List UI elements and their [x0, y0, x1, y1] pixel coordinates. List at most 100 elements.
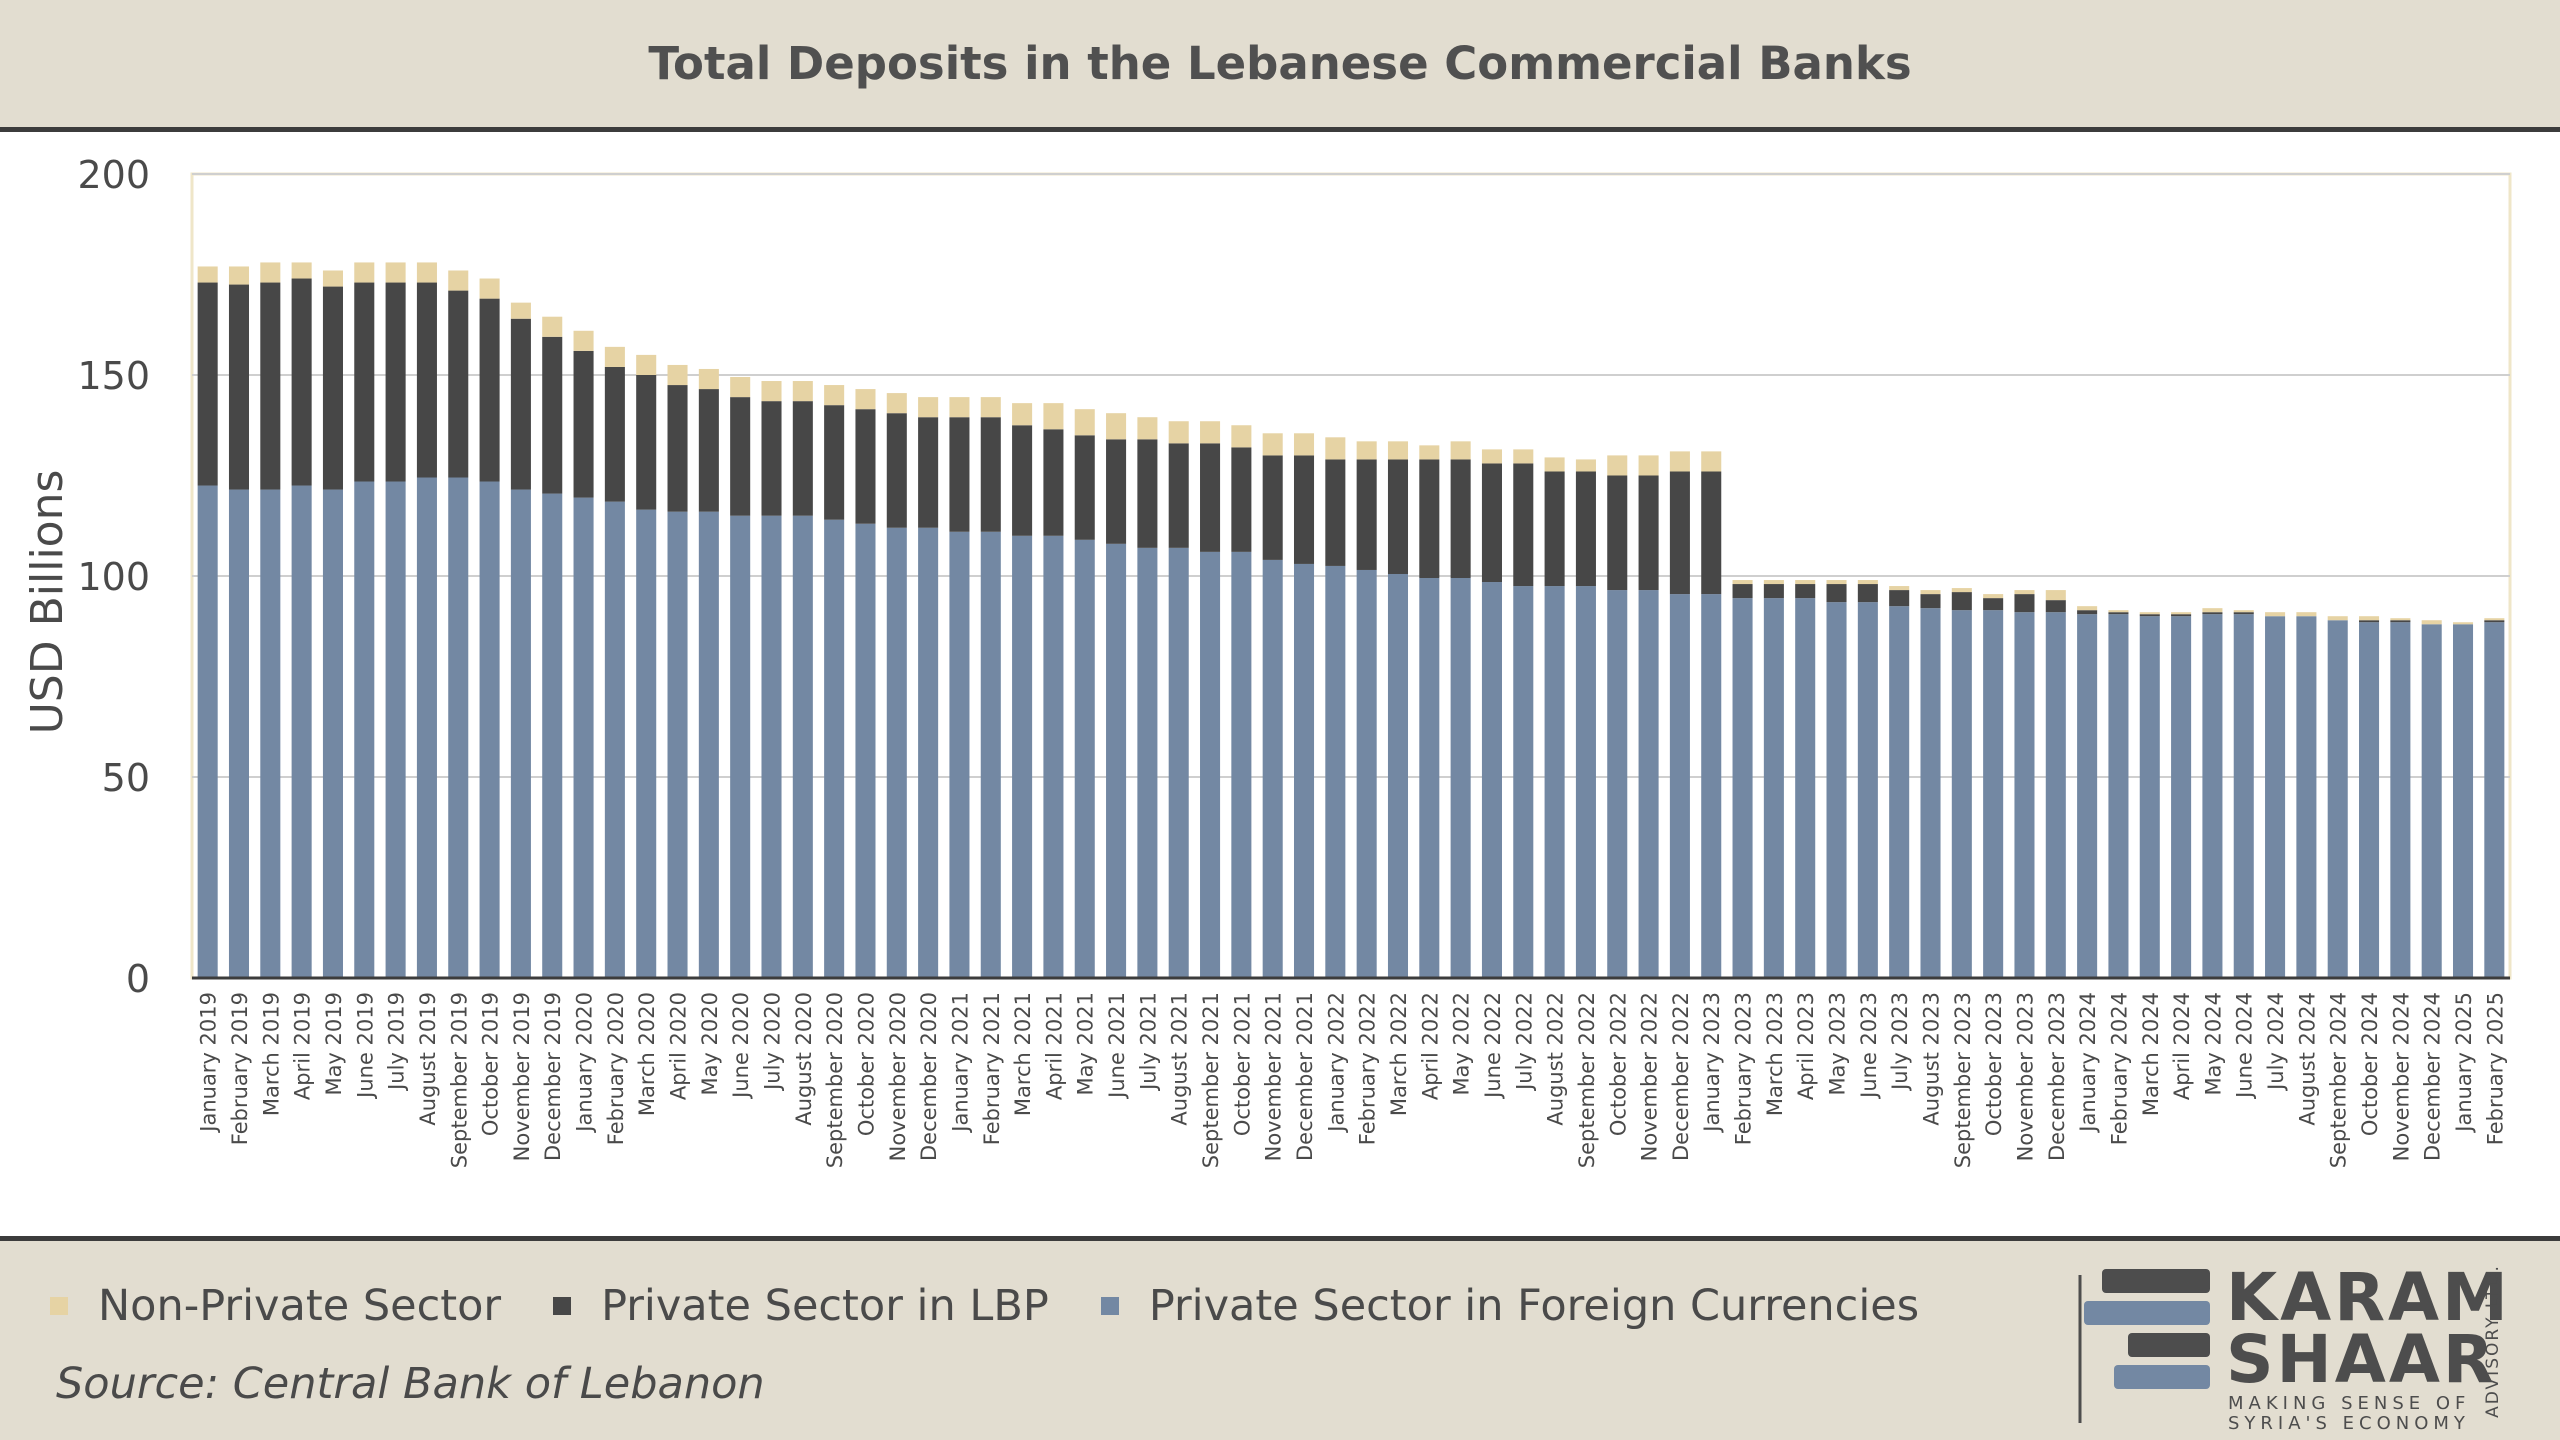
bar-segment — [1983, 594, 2004, 599]
bar-segment — [1951, 588, 1972, 593]
bar-segment — [1795, 580, 1816, 585]
bar-segment — [1607, 475, 1628, 591]
bar-segment — [479, 278, 500, 299]
bar-segment — [2452, 622, 2474, 625]
bar-segment — [1262, 433, 1283, 456]
bar-segment — [1826, 580, 1847, 585]
bar-segment — [886, 393, 907, 414]
legend-swatch-private-lbp — [553, 1297, 572, 1315]
bar-segment — [949, 417, 970, 532]
bar-segment — [918, 527, 939, 978]
bar-segment — [1293, 563, 1315, 978]
bar-segment — [291, 485, 312, 978]
bar-segment — [2139, 614, 2160, 617]
bar-segment — [1889, 586, 1910, 591]
bar-segment — [2484, 618, 2505, 621]
bar-segment — [855, 523, 876, 978]
bar-segment — [1857, 602, 1878, 978]
bar-segment — [354, 262, 375, 283]
bar-segment — [542, 316, 563, 337]
x-tick-label: February 2024 — [2107, 992, 2131, 1145]
x-tick-label: August 2022 — [1544, 992, 1568, 1126]
x-tick-label: September 2021 — [1199, 992, 1223, 1168]
bar-segment — [1231, 447, 1252, 552]
x-tick-label: August 2024 — [2295, 992, 2319, 1126]
bar-segment — [1544, 471, 1565, 587]
x-tick-label: July 2019 — [385, 992, 409, 1092]
x-tick-label: December 2022 — [1669, 992, 1693, 1161]
bar-segment — [479, 481, 500, 978]
bar-segment — [1669, 451, 1690, 472]
bar-segment — [1544, 586, 1565, 978]
x-tick-label: October 2023 — [1982, 992, 2006, 1136]
bar-segment — [2390, 622, 2411, 978]
legend-item-non-private: Non-Private Sector — [50, 1281, 501, 1331]
x-tick-label: November 2019 — [510, 992, 534, 1161]
bar-segment — [886, 413, 907, 528]
bar-segment — [1607, 590, 1628, 978]
bar-segment — [636, 354, 657, 375]
bar-segment — [1450, 441, 1471, 460]
bar-segment — [416, 262, 437, 283]
bar-segment — [2045, 612, 2066, 978]
x-tick-label: December 2019 — [541, 992, 565, 1161]
x-tick-label: January 2022 — [1324, 992, 1348, 1134]
bar-segment — [698, 368, 719, 390]
bar-segment — [1481, 463, 1502, 583]
bar-segment — [1419, 445, 1440, 460]
bar-segment — [761, 401, 782, 516]
bar-segment — [1513, 586, 1534, 978]
bar-segment — [1106, 439, 1127, 544]
bar-segment — [1607, 455, 1628, 476]
x-tick-label: August 2021 — [1168, 992, 1192, 1126]
x-tick-label: March 2021 — [1011, 992, 1035, 1116]
bar-segment — [2484, 620, 2505, 623]
y-axis-label: USD Billions — [22, 470, 73, 735]
bar-segment — [1419, 459, 1440, 579]
x-tick-label: February 2023 — [1732, 992, 1756, 1145]
bar-segment — [1293, 433, 1315, 456]
bar-segment — [2202, 608, 2223, 613]
bar-segment — [2390, 620, 2411, 623]
source-note: Source: Central Bank of Lebanon — [56, 1359, 765, 1409]
bar-segment — [510, 489, 531, 978]
logo-vertical-text: ADVISORY LTD. — [2483, 1264, 2503, 1418]
x-tick-label: March 2019 — [259, 992, 283, 1116]
bar-segment — [1826, 584, 1847, 603]
y-tick-label: 0 — [126, 957, 150, 1001]
x-tick-label: September 2023 — [1951, 992, 1975, 1168]
bar-segment — [2484, 622, 2505, 978]
bar-segment — [667, 511, 688, 978]
x-tick-label: November 2023 — [2013, 992, 2037, 1161]
bar-segment — [761, 515, 782, 978]
bar-segment — [1983, 610, 2004, 978]
bar-segment — [698, 389, 719, 512]
bar-segment — [1262, 455, 1283, 560]
bar-segment — [1137, 439, 1158, 548]
bar-segment — [228, 489, 250, 978]
bar-segment — [385, 282, 406, 482]
bar-segment — [1293, 455, 1315, 564]
bar-segment — [1732, 584, 1753, 599]
bar-segment — [2359, 622, 2380, 978]
x-tick-label: July 2021 — [1136, 992, 1160, 1092]
x-tick-label: June 2020 — [729, 992, 753, 1100]
bar-segment — [604, 366, 625, 502]
x-tick-label: June 2023 — [1857, 992, 1881, 1100]
bar-segment — [604, 501, 625, 978]
bar-segment — [197, 266, 218, 283]
x-tick-label: May 2022 — [1450, 992, 1474, 1096]
bar-segment — [322, 286, 343, 490]
bar-segment — [1889, 606, 1910, 978]
bar-segment — [980, 417, 1001, 532]
legend-label-non-private: Non-Private Sector — [98, 1281, 502, 1331]
x-tick-label: November 2022 — [1638, 992, 1662, 1161]
bar-segment — [2014, 594, 2035, 613]
bar-segment — [354, 481, 375, 978]
x-tick-label: February 2019 — [228, 992, 252, 1145]
x-tick-label: October 2020 — [854, 992, 878, 1136]
bar-segment — [792, 381, 813, 402]
bar-segment — [1043, 429, 1064, 536]
legend-swatch-non-private — [50, 1297, 68, 1315]
bar-segment — [1920, 608, 1941, 978]
